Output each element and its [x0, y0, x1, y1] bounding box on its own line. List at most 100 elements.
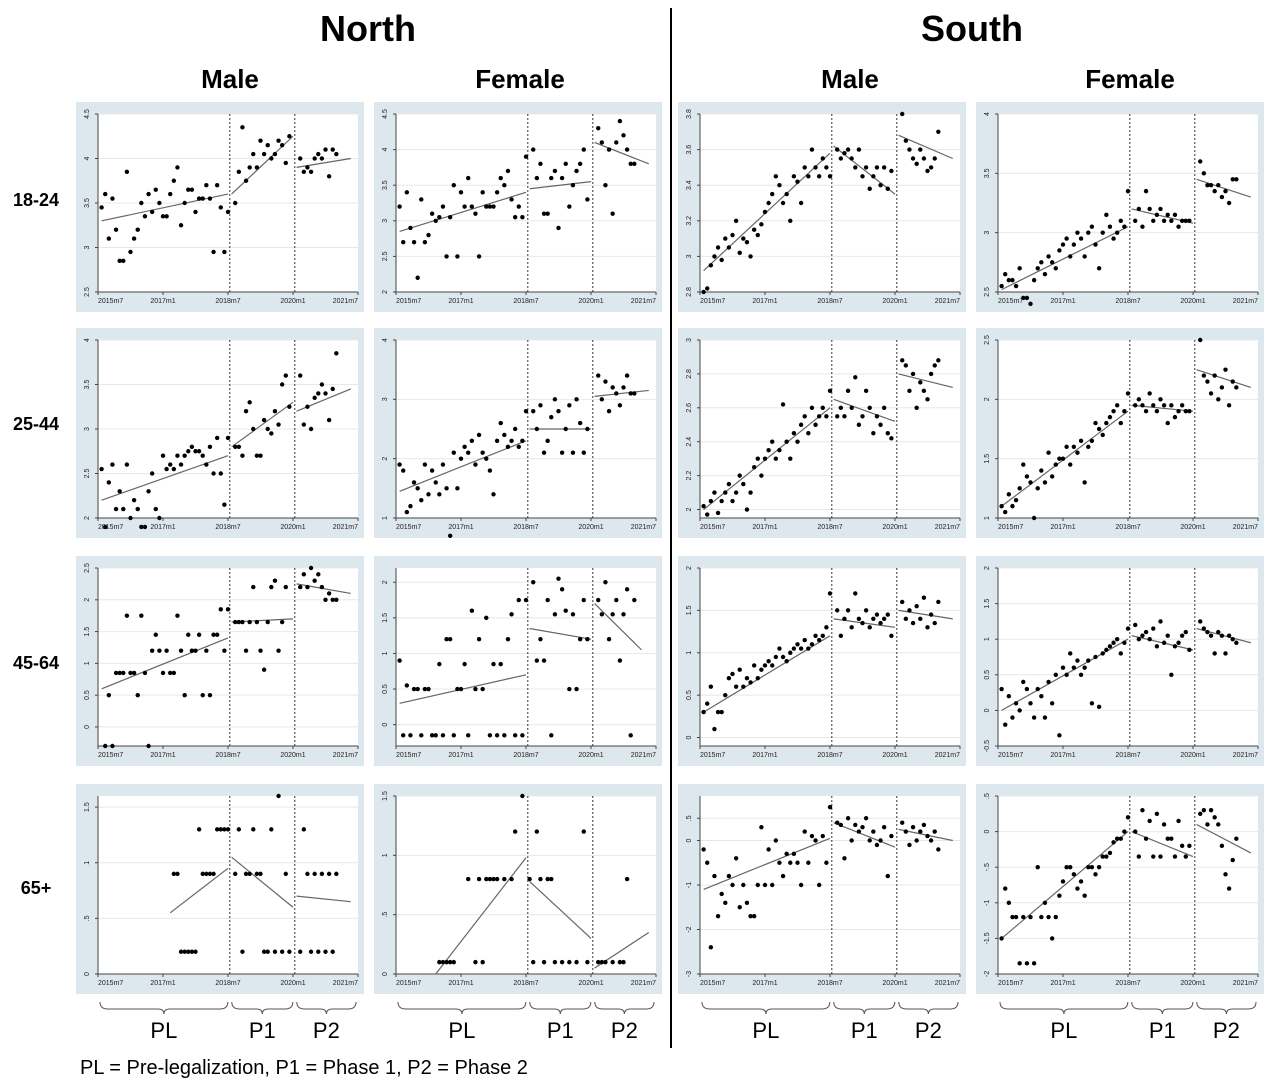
- y-tick-label: 0: [984, 830, 991, 834]
- panel-north-female-45-64: 0 0.5 1 1.5 2 2015m7 2017m1 2018m7 2020m1 2021m7: [374, 556, 662, 766]
- y-tick-label: 4: [382, 148, 389, 152]
- data-point: [301, 572, 307, 577]
- data-point: [164, 648, 169, 653]
- data-point: [401, 733, 406, 738]
- data-point: [298, 156, 303, 161]
- data-point: [415, 486, 420, 491]
- data-point: [261, 949, 267, 954]
- x-tick-label: 2015m7: [98, 752, 123, 759]
- data-point: [178, 949, 184, 954]
- x-tick-label: 2017m1: [150, 980, 175, 987]
- data-point: [193, 449, 198, 454]
- data-point: [599, 140, 605, 145]
- data-point: [168, 670, 173, 676]
- data-point: [168, 462, 173, 467]
- data-point: [784, 191, 789, 197]
- data-point: [1089, 438, 1095, 444]
- data-point: [276, 793, 281, 799]
- y-tick-label: -1.5: [984, 932, 991, 944]
- data-point: [1060, 456, 1066, 461]
- data-point: [1003, 272, 1008, 277]
- data-point: [401, 468, 406, 473]
- data-point: [308, 949, 314, 954]
- data-point: [874, 842, 880, 848]
- data-point: [254, 871, 260, 877]
- x-tick-label: 2017m1: [448, 524, 473, 531]
- y-tick-label: 0: [686, 735, 693, 739]
- data-point: [1165, 212, 1170, 218]
- data-point: [744, 675, 750, 681]
- data-point: [258, 453, 263, 458]
- data-point: [788, 218, 793, 223]
- data-point: [570, 183, 576, 188]
- data-point: [164, 466, 169, 472]
- data-point: [473, 211, 478, 216]
- x-tick-label: 2018m7: [817, 524, 842, 531]
- data-point: [512, 829, 518, 834]
- fit-line-p1: [833, 398, 896, 422]
- data-point: [484, 615, 489, 621]
- data-point: [476, 876, 482, 882]
- y-tick-label: 2.8: [686, 369, 693, 379]
- panel-south-male-65plus: -3 -2 -1 0 .5 2015m7 2017m1 2018m7 2020m1 2021m7: [678, 784, 966, 994]
- data-point: [110, 462, 115, 467]
- x-tick-label: 2017m1: [448, 298, 473, 305]
- data-point: [581, 597, 586, 603]
- data-point: [751, 227, 757, 232]
- data-point: [1035, 686, 1040, 692]
- data-point: [411, 239, 417, 245]
- data-point: [809, 405, 815, 411]
- x-tick-label: 2020m1: [578, 980, 603, 987]
- data-point: [574, 959, 579, 965]
- data-point: [1169, 403, 1174, 408]
- data-point: [298, 584, 303, 590]
- data-point: [523, 409, 529, 414]
- data-point: [1143, 629, 1149, 635]
- data-point: [160, 670, 166, 676]
- data-point: [701, 709, 706, 715]
- data-point: [759, 667, 764, 672]
- data-point: [411, 480, 417, 485]
- data-point: [233, 871, 238, 877]
- data-point: [762, 209, 768, 215]
- data-point: [1169, 218, 1174, 223]
- data-point: [1201, 373, 1207, 378]
- data-point: [574, 397, 579, 402]
- data-point: [520, 215, 525, 220]
- data-point: [708, 945, 714, 950]
- x-tick-label: 2017m1: [752, 524, 777, 531]
- fit-line-p2: [1196, 823, 1252, 854]
- data-point: [563, 161, 568, 167]
- x-tick-label: 2017m1: [1050, 752, 1075, 759]
- data-point: [473, 959, 478, 965]
- data-point: [523, 597, 529, 603]
- data-point: [1179, 403, 1185, 408]
- data-point: [860, 824, 865, 830]
- data-point: [1006, 900, 1012, 905]
- data-point: [762, 882, 768, 888]
- data-point: [509, 438, 514, 444]
- y-tick-label: 1.5: [984, 454, 991, 464]
- y-tick-label: 3.4: [686, 180, 693, 190]
- data-point: [835, 608, 840, 613]
- data-point: [802, 829, 807, 834]
- data-point: [330, 386, 335, 392]
- data-point: [1100, 651, 1105, 656]
- data-point: [330, 597, 335, 602]
- data-point: [1017, 961, 1022, 966]
- data-point: [135, 506, 140, 512]
- data-point: [142, 524, 148, 530]
- data-point: [603, 183, 608, 188]
- data-point: [1198, 159, 1203, 164]
- data-point: [265, 426, 270, 432]
- data-point: [326, 871, 332, 877]
- x-tick-label: 2018m7: [513, 980, 538, 987]
- data-point: [189, 648, 195, 653]
- data-point: [1147, 391, 1152, 396]
- data-point: [175, 871, 180, 877]
- data-point: [160, 214, 166, 219]
- data-point: [1075, 230, 1080, 235]
- data-point: [777, 183, 782, 188]
- data-point: [621, 612, 626, 617]
- data-point: [1179, 218, 1185, 223]
